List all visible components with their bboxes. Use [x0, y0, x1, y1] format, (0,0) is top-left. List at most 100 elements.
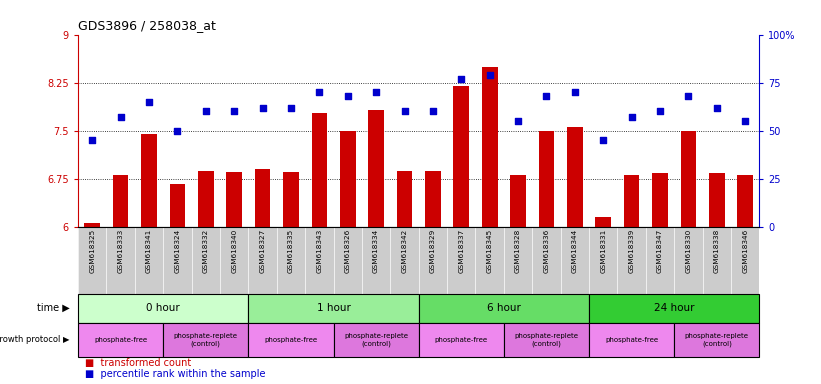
- Point: [342, 93, 355, 99]
- Text: GSM618343: GSM618343: [316, 228, 323, 273]
- Bar: [425, 171, 441, 227]
- Bar: [419, 323, 504, 357]
- Bar: [85, 223, 100, 227]
- Point: [540, 93, 553, 99]
- Bar: [681, 131, 696, 227]
- Point: [171, 127, 184, 134]
- Bar: [567, 127, 583, 227]
- Text: growth protocol ▶: growth protocol ▶: [0, 335, 70, 344]
- Bar: [112, 175, 128, 227]
- Text: GSM618346: GSM618346: [742, 228, 748, 273]
- Text: GSM618344: GSM618344: [572, 228, 578, 273]
- Bar: [248, 323, 333, 357]
- Text: GSM618341: GSM618341: [146, 228, 152, 273]
- Text: 6 hour: 6 hour: [487, 303, 521, 313]
- Point: [568, 89, 581, 95]
- Text: GSM618342: GSM618342: [401, 228, 407, 273]
- Text: GSM618345: GSM618345: [487, 228, 493, 273]
- Text: phosphate-free: phosphate-free: [94, 337, 147, 343]
- Bar: [737, 175, 753, 227]
- Text: GSM618347: GSM618347: [657, 228, 663, 273]
- Text: phosphate-replete
(control): phosphate-replete (control): [515, 333, 579, 347]
- Point: [483, 72, 496, 78]
- Text: GSM618339: GSM618339: [629, 228, 635, 273]
- Bar: [419, 294, 589, 323]
- Text: ■  percentile rank within the sample: ■ percentile rank within the sample: [85, 369, 265, 379]
- Point: [142, 99, 155, 105]
- Point: [114, 114, 127, 120]
- Bar: [78, 323, 163, 357]
- Bar: [227, 172, 242, 227]
- Text: GDS3896 / 258038_at: GDS3896 / 258038_at: [78, 19, 216, 32]
- Text: 24 hour: 24 hour: [654, 303, 695, 313]
- Bar: [163, 323, 249, 357]
- Text: GSM618326: GSM618326: [345, 228, 351, 273]
- Point: [85, 137, 99, 143]
- Text: GSM618334: GSM618334: [373, 228, 379, 273]
- Bar: [198, 171, 213, 227]
- Bar: [674, 323, 759, 357]
- Bar: [311, 113, 327, 227]
- Bar: [170, 184, 186, 227]
- Text: GSM618325: GSM618325: [89, 228, 95, 273]
- Bar: [709, 174, 725, 227]
- Bar: [141, 134, 157, 227]
- Text: phosphate-free: phosphate-free: [264, 337, 318, 343]
- Bar: [482, 66, 498, 227]
- Bar: [511, 175, 526, 227]
- Point: [511, 118, 525, 124]
- Text: GSM618328: GSM618328: [515, 228, 521, 273]
- Bar: [78, 294, 248, 323]
- Text: ■  transformed count: ■ transformed count: [85, 358, 191, 368]
- Point: [625, 114, 638, 120]
- Bar: [453, 86, 469, 227]
- Text: phosphate-replete
(control): phosphate-replete (control): [685, 333, 749, 347]
- Text: GSM618335: GSM618335: [288, 228, 294, 273]
- Text: GSM618338: GSM618338: [713, 228, 720, 273]
- Point: [597, 137, 610, 143]
- Bar: [248, 294, 419, 323]
- Point: [426, 108, 439, 114]
- Bar: [340, 131, 355, 227]
- Bar: [589, 294, 759, 323]
- Text: 0 hour: 0 hour: [146, 303, 180, 313]
- Text: GSM618340: GSM618340: [232, 228, 237, 273]
- Text: 1 hour: 1 hour: [317, 303, 351, 313]
- Bar: [539, 131, 554, 227]
- Text: GSM618336: GSM618336: [544, 228, 549, 273]
- Bar: [255, 169, 270, 227]
- Point: [682, 93, 695, 99]
- Bar: [283, 172, 299, 227]
- Point: [398, 108, 411, 114]
- Text: GSM618330: GSM618330: [686, 228, 691, 273]
- Bar: [652, 174, 667, 227]
- Text: GSM618337: GSM618337: [458, 228, 465, 273]
- Text: GSM618333: GSM618333: [117, 228, 124, 273]
- Point: [256, 104, 269, 111]
- Text: GSM618324: GSM618324: [174, 228, 181, 273]
- Point: [739, 118, 752, 124]
- Point: [313, 89, 326, 95]
- Bar: [504, 323, 589, 357]
- Text: GSM618331: GSM618331: [600, 228, 606, 273]
- Point: [369, 89, 383, 95]
- Text: GSM618327: GSM618327: [259, 228, 265, 273]
- Text: phosphate-replete
(control): phosphate-replete (control): [344, 333, 408, 347]
- Text: time ▶: time ▶: [37, 303, 70, 313]
- Text: phosphate-free: phosphate-free: [435, 337, 488, 343]
- Point: [455, 76, 468, 82]
- Text: GSM618329: GSM618329: [430, 228, 436, 273]
- Bar: [333, 323, 419, 357]
- Bar: [624, 175, 640, 227]
- Point: [227, 108, 241, 114]
- Text: GSM618332: GSM618332: [203, 228, 209, 273]
- Text: phosphate-replete
(control): phosphate-replete (control): [174, 333, 238, 347]
- Point: [654, 108, 667, 114]
- Bar: [595, 217, 611, 227]
- Point: [710, 104, 723, 111]
- Bar: [397, 171, 412, 227]
- Point: [284, 104, 297, 111]
- Bar: [369, 110, 384, 227]
- Point: [200, 108, 213, 114]
- Text: phosphate-free: phosphate-free: [605, 337, 658, 343]
